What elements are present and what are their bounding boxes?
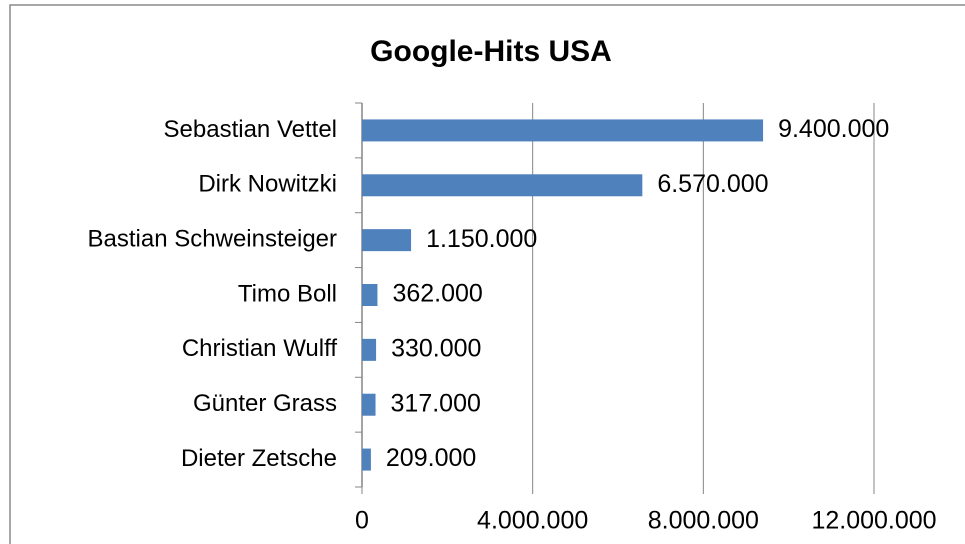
y-tick-label: Dieter Zetsche	[181, 445, 337, 472]
chart-title: Google-Hits USA	[370, 35, 612, 68]
chart-border	[9, 4, 965, 544]
bar	[362, 284, 378, 306]
bar	[362, 393, 376, 416]
y-tick-label: Dirk Nowitzki	[198, 171, 337, 198]
data-label: 317.000	[391, 389, 481, 417]
bar	[362, 229, 412, 252]
bar	[362, 119, 764, 142]
data-label: 9.400.000	[778, 115, 889, 143]
data-label: 209.000	[386, 444, 476, 472]
y-tick-label: Bastian Schweinsteiger	[88, 225, 337, 252]
x-tick-label: 4.000.000	[477, 507, 588, 535]
bar	[362, 174, 643, 197]
x-tick-label: 0	[355, 507, 369, 535]
y-tick-label: Christian Wulff	[182, 335, 338, 362]
x-tick-label: 12.000.000	[811, 507, 936, 535]
bar	[362, 448, 371, 471]
data-label: 1.150.000	[426, 225, 537, 253]
y-tick-label: Timo Boll	[238, 280, 337, 307]
y-tick-label: Sebastian Vettel	[164, 116, 337, 143]
bar	[362, 338, 377, 361]
x-tick-label: 8.000.000	[648, 507, 759, 535]
data-label: 6.570.000	[657, 170, 768, 198]
data-label: 362.000	[392, 280, 482, 308]
y-tick-label: Günter Grass	[193, 390, 337, 417]
data-label: 330.000	[391, 334, 481, 362]
